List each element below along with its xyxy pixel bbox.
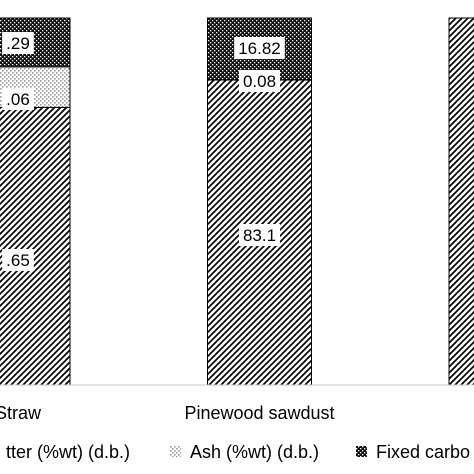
bar-segment-straw-volatile-matter-wt-d-b (0, 106, 71, 386)
value-label-straw-volatile-matter-wt-d-b: .65 (6, 251, 30, 270)
value-label-bg (238, 70, 281, 92)
legend-label-ash-wt-d-b: Ash (%wt) (d.b.) (190, 442, 319, 462)
value-label-pinewood-sawdust-ash-wt-d-b: 0.08 (243, 72, 276, 91)
value-label-pinewood-sawdust-volatile-matter-wt-d-b: 83.1 (243, 226, 276, 245)
legend-swatch-fixed-carbon (356, 446, 367, 457)
legend: tter (%wt) (d.b.) Ash (%wt) (d.b.) Fixed c… (6, 442, 470, 462)
value-label-bg (238, 224, 281, 246)
bars-layer (0, 17, 474, 386)
legend-label-fixed-carbon: Fixed carbo (376, 442, 470, 462)
legend-label-volatile-matter-wt-d-b: tter (%wt) (d.b.) (6, 442, 130, 462)
category-label-pinewood-sawdust: Pinewood sawdust (184, 403, 334, 423)
value-label-straw-ash-wt-d-b: .06 (6, 90, 30, 109)
legend-swatch-ash-wt-d-b (170, 446, 181, 457)
value-label-straw-fixed-carbon: .29 (6, 34, 30, 53)
value-label-bg (2, 32, 34, 54)
value-labels-layer: .65 .06 .29 83.1 0.08 16.82 (2, 32, 285, 271)
value-label-bg (2, 249, 34, 271)
value-label-bg (2, 88, 34, 110)
value-label-pinewood-sawdust-fixed-carbon: 16.82 (238, 39, 281, 58)
category-label-straw: Straw (0, 403, 42, 423)
bar-segment-sodium (448, 17, 474, 386)
value-label-bg (234, 37, 285, 59)
